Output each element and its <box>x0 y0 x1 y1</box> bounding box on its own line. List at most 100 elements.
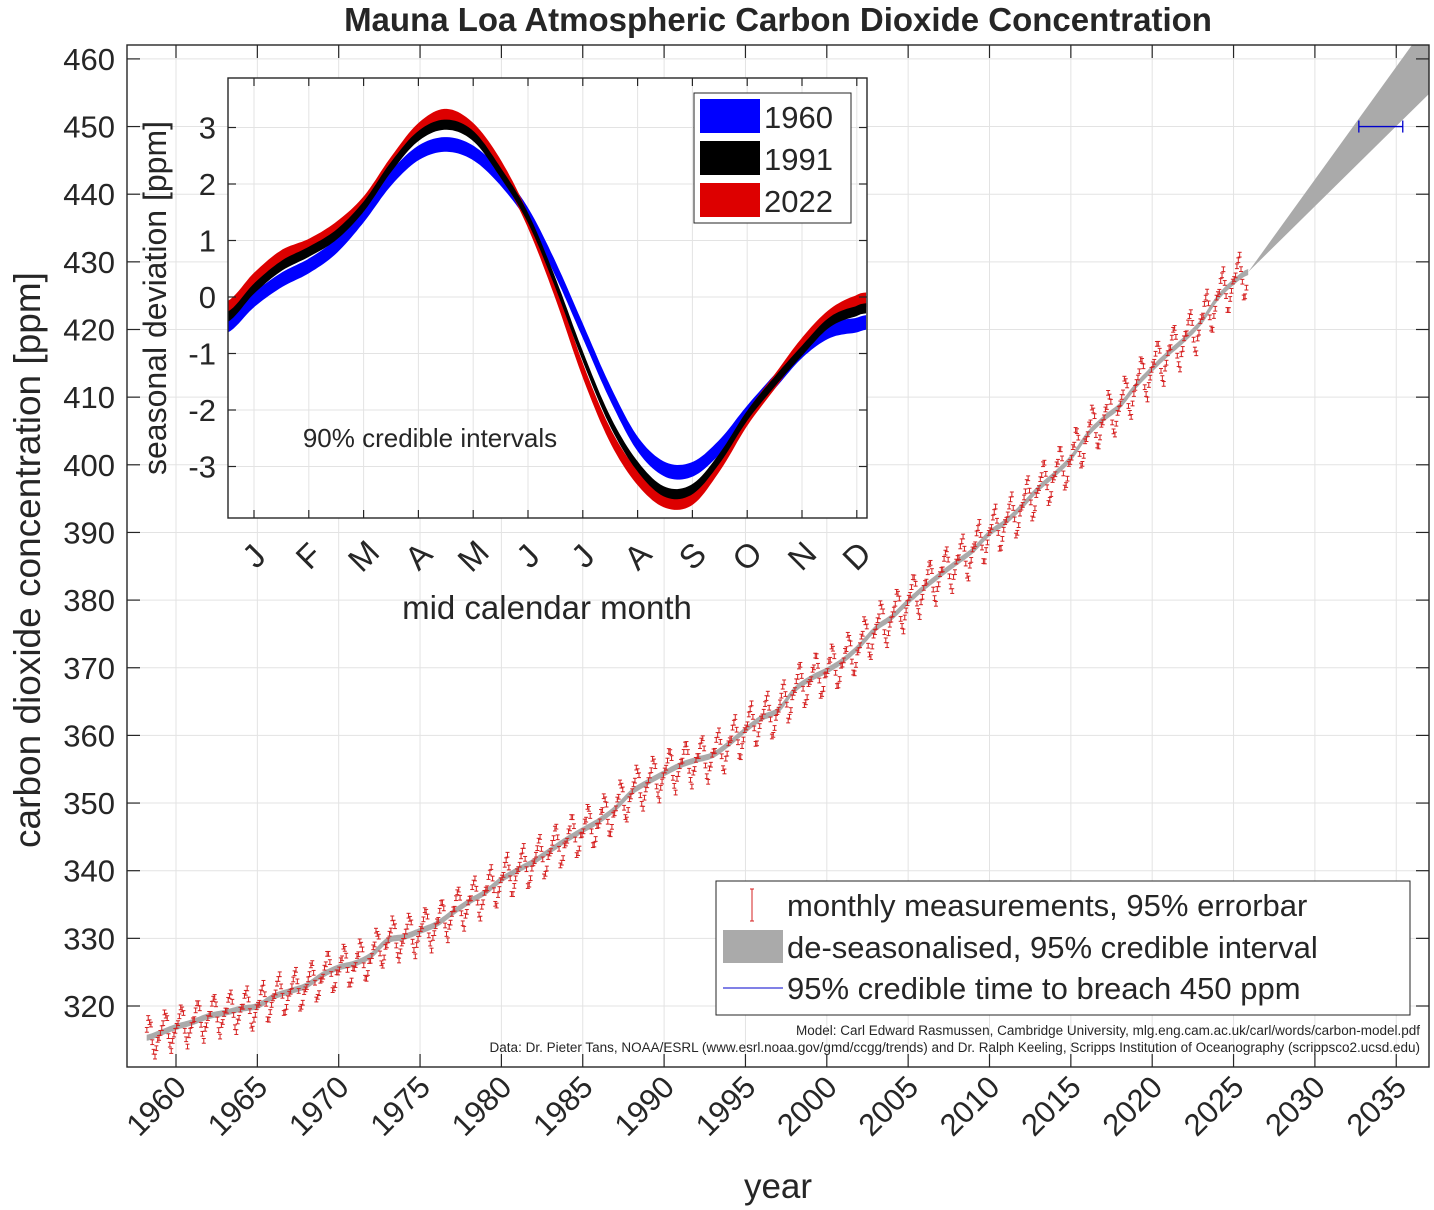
measurement-errorbar <box>200 1030 205 1037</box>
measurement-errorbar <box>830 645 835 652</box>
y-tick-label: 410 <box>63 380 115 415</box>
measurement-errorbar <box>1121 389 1126 396</box>
measurement-errorbar <box>234 1029 239 1035</box>
measurement-errorbar <box>296 988 301 994</box>
measurement-errorbar <box>321 973 326 980</box>
measurement-errorbar <box>1149 366 1154 373</box>
measurement-errorbar <box>588 813 593 819</box>
measurement-errorbar <box>1142 384 1147 391</box>
measurement-errorbar <box>1004 516 1009 523</box>
measurement-errorbar <box>508 875 513 882</box>
measurement-errorbar <box>1043 470 1048 477</box>
measurement-errorbar <box>356 951 361 958</box>
measurement-errorbar <box>216 1027 221 1033</box>
measurement-errorbar <box>237 1014 242 1021</box>
measurement-errorbar <box>638 792 643 799</box>
measurement-errorbar <box>973 541 978 548</box>
chart-title: Mauna Loa Atmospheric Carbon Dioxide Con… <box>344 1 1212 38</box>
measurement-errorbar <box>868 654 873 660</box>
measurement-errorbar <box>604 801 609 808</box>
measurement-errorbar <box>378 950 383 957</box>
measurement-errorbar <box>752 725 757 732</box>
measurement-errorbar <box>494 902 499 909</box>
measurement-errorbar <box>654 783 659 790</box>
measurement-errorbar <box>304 984 309 990</box>
measurement-errorbar <box>257 999 262 1006</box>
measurement-errorbar <box>224 1007 229 1014</box>
measurement-errorbar <box>967 562 972 569</box>
measurement-errorbar <box>1047 496 1052 503</box>
measurement-errorbar <box>472 875 477 882</box>
measurement-errorbar <box>288 988 293 995</box>
measurement-errorbar <box>931 586 936 593</box>
measurement-errorbar <box>1146 382 1151 388</box>
measurement-errorbar <box>992 509 997 515</box>
measurement-errorbar <box>218 1033 223 1040</box>
measurement-errorbar <box>1228 296 1233 302</box>
measurement-errorbar <box>193 1007 198 1014</box>
measurement-errorbar <box>382 954 387 961</box>
measurement-errorbar <box>688 776 693 783</box>
measurement-errorbar <box>532 858 537 865</box>
measurement-errorbar <box>674 775 679 782</box>
y-tick-label: 360 <box>63 718 115 753</box>
measurement-errorbar <box>613 805 618 812</box>
measurement-errorbar <box>1022 494 1027 501</box>
measurement-errorbar <box>706 778 711 785</box>
measurement-errorbar <box>815 662 820 669</box>
measurement-errorbar <box>410 938 415 945</box>
measurement-errorbar <box>989 524 994 530</box>
measurement-errorbar <box>969 557 974 563</box>
measurement-errorbar <box>468 895 473 902</box>
measurement-errorbar <box>783 691 788 697</box>
inset-y-axis-label: seasonal deviation [ppm] <box>137 121 173 475</box>
measurement-errorbar <box>411 947 416 953</box>
measurement-errorbar <box>490 875 495 882</box>
measurement-errorbar <box>608 831 613 838</box>
measurement-errorbar <box>811 664 816 671</box>
measurement-errorbar <box>521 843 526 849</box>
measurement-errorbar <box>264 1000 269 1007</box>
measurement-errorbar <box>1045 484 1050 491</box>
measurement-errorbar <box>665 757 670 764</box>
measurement-errorbar <box>763 701 768 707</box>
measurement-errorbar <box>1080 461 1085 467</box>
measurement-errorbar <box>369 953 374 959</box>
measurement-errorbar <box>795 674 800 680</box>
measurement-errorbar <box>999 544 1004 551</box>
measurement-errorbar <box>630 788 635 795</box>
measurement-errorbar <box>887 621 892 628</box>
measurement-errorbar <box>670 774 675 781</box>
measurement-errorbar <box>779 692 784 699</box>
measurement-errorbar <box>231 1012 236 1018</box>
measurement-errorbar <box>444 931 449 937</box>
measurement-errorbar <box>1012 516 1017 523</box>
measurement-errorbar <box>170 1038 175 1044</box>
measurement-errorbar <box>735 739 740 746</box>
measurement-errorbar <box>624 816 629 823</box>
measurement-errorbar <box>897 595 902 602</box>
measurement-errorbar <box>182 1027 187 1034</box>
inset-month-label: S <box>671 535 713 577</box>
legend-swatch-1960 <box>700 99 760 133</box>
measurement-errorbar <box>849 658 854 665</box>
measurement-errorbar <box>344 952 349 959</box>
measurement-errorbar <box>577 845 582 852</box>
inset-y-tick-label: 3 <box>199 111 216 146</box>
measurement-errorbar <box>1211 313 1216 319</box>
measurement-errorbar <box>150 1039 155 1046</box>
measurement-errorbar <box>520 847 525 854</box>
measurement-errorbar <box>951 574 956 580</box>
measurement-errorbar <box>323 961 328 968</box>
measurement-errorbar <box>1069 454 1074 461</box>
measurement-errorbar <box>1201 312 1206 319</box>
measurement-errorbar <box>437 907 442 914</box>
measurement-errorbar <box>1042 459 1047 466</box>
measurement-errorbar <box>397 957 402 964</box>
inset-legend: 1960 1991 2022 <box>693 92 852 224</box>
measurement-errorbar <box>246 996 251 1003</box>
legend-swatch-2022 <box>700 183 760 217</box>
inset-month-label: A <box>617 535 659 577</box>
measurement-errorbar <box>1243 293 1248 300</box>
measurement-errorbar <box>1145 396 1150 403</box>
